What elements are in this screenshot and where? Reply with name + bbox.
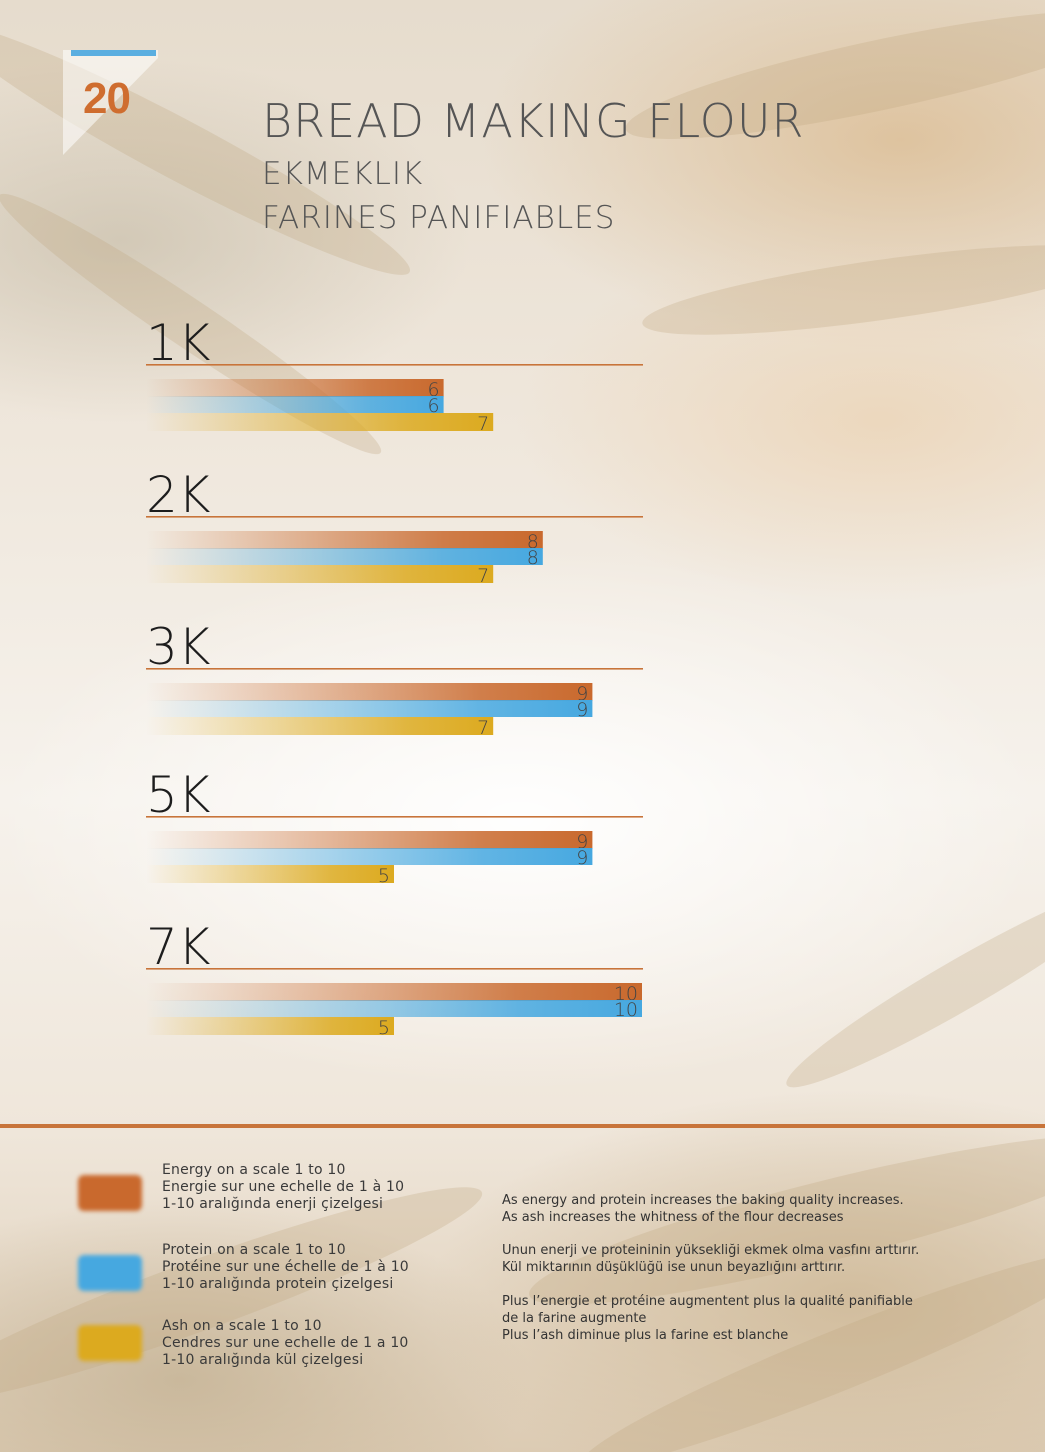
group-rule-3k	[146, 668, 643, 670]
bar-7k-energy	[146, 983, 642, 1001]
page-subtitle-fr: FARINES PANIFIABLES	[262, 200, 616, 236]
bar-5k-protein	[146, 848, 593, 865]
bar-value-7k-energy: 10	[614, 983, 638, 1005]
bar-value-5k-protein: 9	[576, 847, 588, 869]
bar-7k-ash	[146, 1017, 394, 1035]
bar-1k-protein	[146, 396, 444, 413]
bar-3k-ash	[146, 717, 494, 735]
legend-protein-tr: 1-10 aralığında protein çizelgesi	[162, 1276, 394, 1292]
legend-energy: Energy on a scale 1 to 10 Energie sur un…	[162, 1162, 404, 1213]
bar-value-5k-ash: 5	[378, 865, 390, 887]
note-en-line-1: As energy and protein increases the baki…	[502, 1193, 904, 1208]
bar-3k-protein	[146, 700, 593, 717]
legend-protein: Protein on a scale 1 to 10 Protéine sur …	[162, 1242, 409, 1293]
bar-value-3k-energy: 9	[576, 683, 588, 705]
bar-value-5k-energy: 9	[576, 831, 588, 853]
legend-energy-en: Energy on a scale 1 to 10	[162, 1162, 346, 1178]
legend-ash: Ash on a scale 1 to 10 Cendres sur une e…	[162, 1318, 409, 1369]
legend-protein-fr: Protéine sur une échelle de 1 à 10	[162, 1259, 409, 1275]
bar-1k-energy	[146, 379, 444, 397]
group-rule-7k	[146, 968, 643, 970]
bar-value-7k-ash: 5	[378, 1017, 390, 1039]
bar-5k-ash	[146, 865, 394, 883]
note-fr-line-1: Plus l’energie et protéine augmentent pl…	[502, 1294, 913, 1309]
legend-swatch-energy	[78, 1175, 142, 1211]
legend-swatch-ash	[78, 1325, 142, 1361]
page-subtitle-tr: EKMEKLIK	[262, 156, 424, 192]
group-label-1k: 1K	[146, 314, 211, 372]
bar-5k-energy	[146, 831, 593, 849]
group-label-3k: 3K	[146, 618, 211, 676]
legend-protein-en: Protein on a scale 1 to 10	[162, 1242, 346, 1258]
page-title: BREAD MAKING FLOUR	[262, 94, 805, 148]
page-number: 20	[83, 74, 131, 123]
note-fr: Plus l’energie et protéine augmentent pl…	[502, 1293, 913, 1344]
group-rule-2k	[146, 516, 643, 518]
legend-ash-en: Ash on a scale 1 to 10	[162, 1318, 322, 1334]
bar-value-3k-ash: 7	[477, 717, 489, 739]
bar-7k-protein	[146, 1000, 642, 1017]
legend-ash-tr: 1-10 aralığında kül çizelgesi	[162, 1352, 364, 1368]
note-tr-line-2: Kül miktarının düşüklüğü ise unun beyazl…	[502, 1260, 846, 1275]
legend-energy-fr: Energie sur une echelle de 1 à 10	[162, 1179, 405, 1195]
legend-swatch-protein	[78, 1255, 142, 1291]
bar-2k-energy	[146, 531, 543, 549]
bar-value-1k-energy: 6	[428, 379, 440, 401]
bar-2k-ash	[146, 565, 494, 583]
group-label-2k: 2K	[146, 466, 211, 524]
group-label-5k: 5K	[146, 766, 211, 824]
page-number-tab	[63, 50, 158, 155]
bar-value-3k-protein: 9	[576, 699, 588, 721]
bar-value-2k-energy: 8	[527, 531, 539, 553]
note-en-line-2: As ash increases the whitness of the flo…	[502, 1210, 844, 1225]
legend-ash-fr: Cendres sur une echelle de 1 a 10	[162, 1335, 409, 1351]
group-label-7k: 7K	[146, 918, 211, 976]
note-fr-line-3: Plus l’ash diminue plus la farine est bl…	[502, 1328, 789, 1343]
legend-energy-tr: 1-10 aralığında enerji çizelgesi	[162, 1196, 384, 1212]
group-rule-5k	[146, 816, 643, 818]
bar-value-1k-ash: 7	[477, 413, 489, 435]
bar-1k-ash	[146, 413, 494, 431]
bar-value-2k-protein: 8	[527, 547, 539, 569]
section-divider	[0, 1124, 1045, 1128]
bar-value-1k-protein: 6	[428, 395, 440, 417]
note-fr-line-2: de la farine augmente	[502, 1311, 647, 1326]
note-tr-line-1: Unun enerji ve proteininin yüksekliği ek…	[502, 1243, 920, 1258]
bar-value-7k-protein: 10	[614, 999, 638, 1021]
bar-3k-energy	[146, 683, 593, 701]
group-rule-1k	[146, 364, 643, 366]
note-tr: Unun enerji ve proteininin yüksekliği ek…	[502, 1242, 919, 1276]
bar-value-2k-ash: 7	[477, 565, 489, 587]
bar-2k-protein	[146, 548, 543, 565]
note-en: As energy and protein increases the baki…	[502, 1192, 904, 1226]
